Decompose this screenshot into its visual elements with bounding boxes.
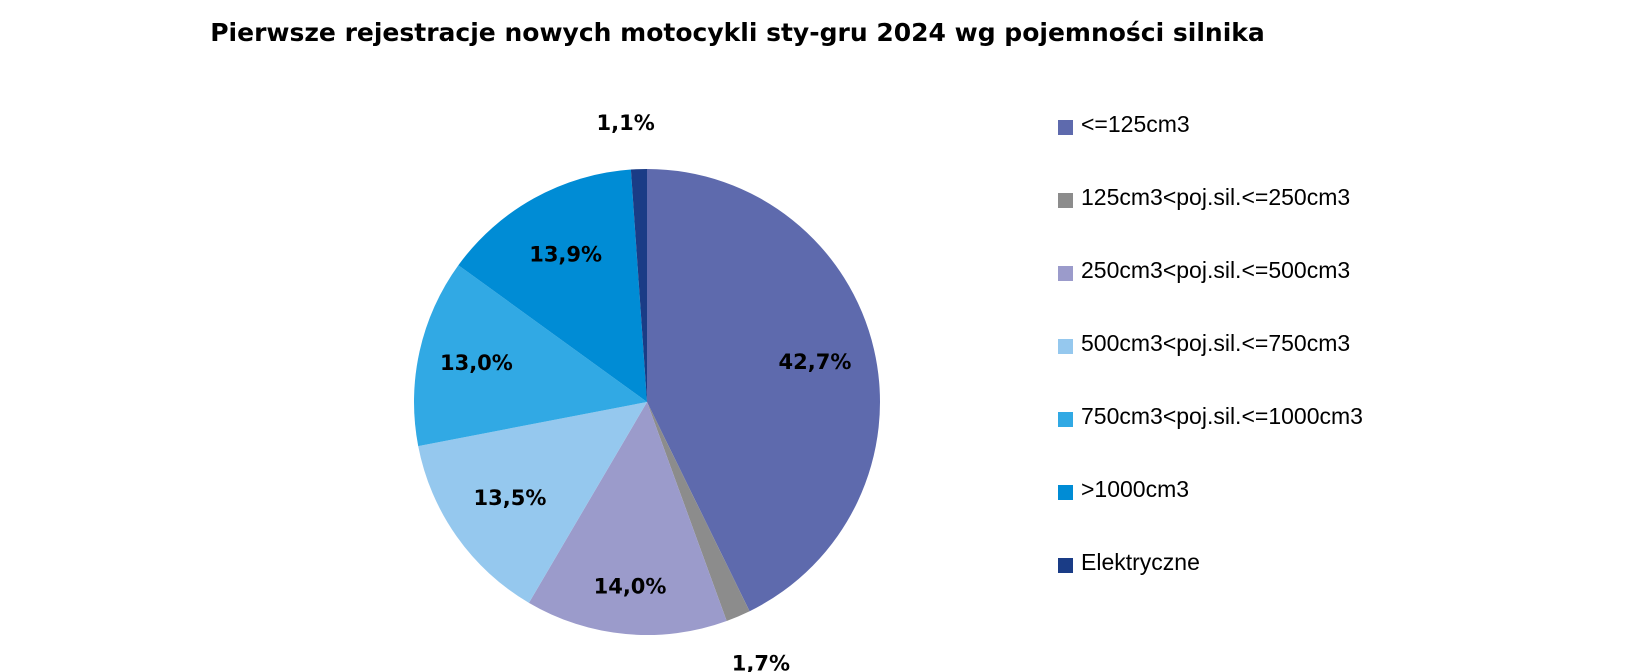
legend-label: 750cm3<poj.sil.<=1000cm3: [1081, 403, 1363, 429]
legend-item: <=125cm3: [1058, 107, 1363, 180]
data-label-500cm3-poj-sil-750cm3: 13,5%: [474, 486, 547, 510]
legend-item: 750cm3<poj.sil.<=1000cm3: [1058, 399, 1363, 472]
pie-slices: [414, 169, 880, 635]
legend-label: 125cm3<poj.sil.<=250cm3: [1081, 184, 1351, 210]
legend-item: 250cm3<poj.sil.<=500cm3: [1058, 253, 1363, 326]
pie-data-labels: 42,7% 1,7% 14,0% 13,5% 13,0% 13,9% 1,1%: [440, 111, 851, 672]
pie-slice-elektryczne: [630, 169, 647, 402]
legend-item: >1000cm3: [1058, 472, 1363, 545]
pie-slice-125cm3: [647, 169, 880, 612]
legend-item: Elektryczne: [1058, 545, 1363, 618]
pie-slice-125cm3-poj-sil-250cm3: [647, 402, 750, 621]
legend-swatch: [1058, 193, 1073, 208]
legend-label: >1000cm3: [1081, 476, 1190, 502]
legend-label: 500cm3<poj.sil.<=750cm3: [1081, 330, 1351, 356]
legend: <=125cm3 125cm3<poj.sil.<=250cm3 250cm3<po…: [1058, 107, 1363, 618]
data-label-750cm3-poj-sil-1000cm3: 13,0%: [440, 351, 513, 375]
data-label-elektryczne: 1,1%: [597, 111, 655, 135]
pie-slice-250cm3-poj-sil-500cm3: [528, 402, 727, 635]
data-label-125cm3: 42,7%: [779, 350, 852, 374]
pie-slice-500cm3-poj-sil-750cm3: [418, 402, 647, 603]
data-label-1000cm3: 13,9%: [529, 242, 602, 266]
pie-slice-750cm3-poj-sil-1000cm3: [414, 265, 647, 447]
pie-slice-1000cm3: [458, 169, 647, 402]
legend-item: 125cm3<poj.sil.<=250cm3: [1058, 180, 1363, 253]
legend-item: 500cm3<poj.sil.<=750cm3: [1058, 326, 1363, 399]
legend-swatch: [1058, 266, 1073, 281]
legend-swatch: [1058, 558, 1073, 573]
legend-swatch: [1058, 339, 1073, 354]
legend-swatch: [1058, 120, 1073, 135]
legend-label: Elektryczne: [1081, 549, 1200, 575]
legend-label: 250cm3<poj.sil.<=500cm3: [1081, 257, 1351, 283]
data-label-125cm3-poj-sil-250cm3: 1,7%: [732, 652, 790, 672]
legend-swatch: [1058, 412, 1073, 427]
chart-title: Pierwsze rejestracje nowych motocykli st…: [210, 18, 1265, 47]
legend-label: <=125cm3: [1081, 111, 1190, 137]
legend-swatch: [1058, 485, 1073, 500]
data-label-250cm3-poj-sil-500cm3: 14,0%: [594, 575, 667, 599]
